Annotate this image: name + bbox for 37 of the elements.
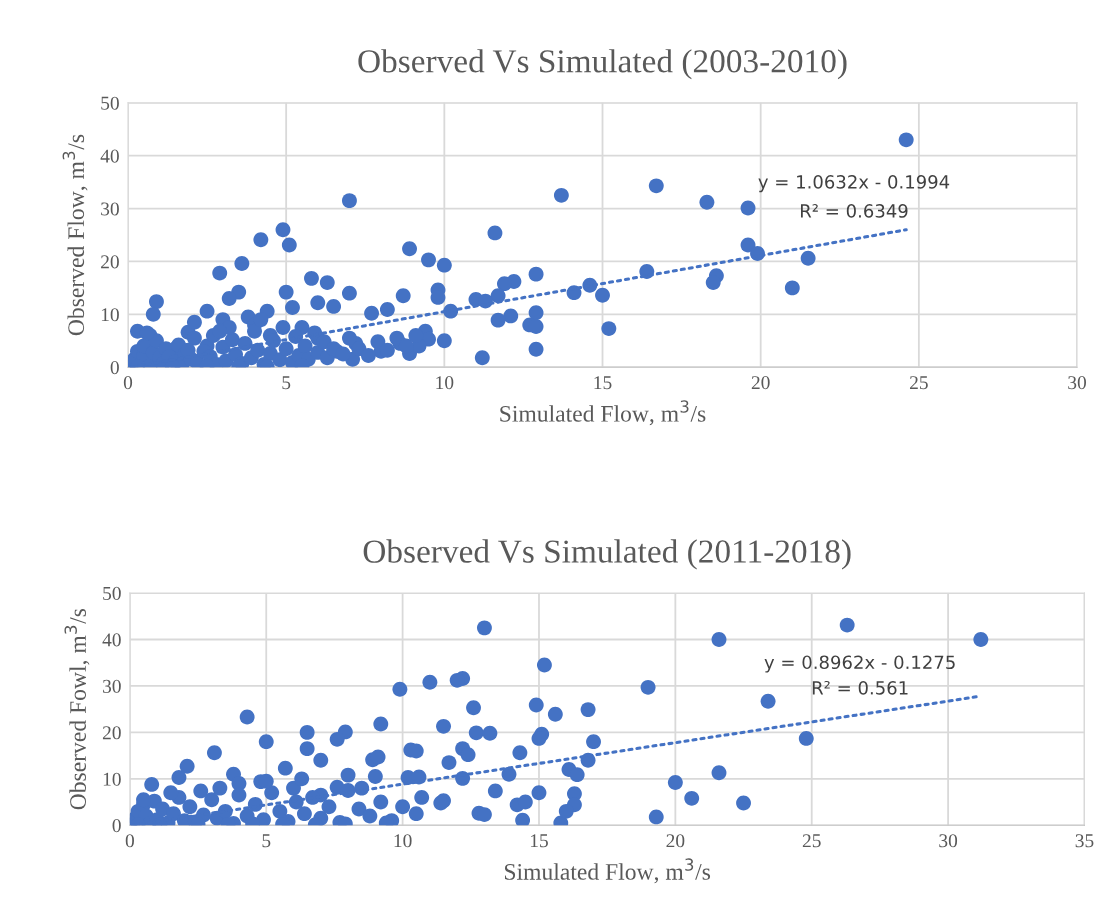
x-tick-label: 20 — [666, 834, 685, 848]
x-tick-label: 10 — [394, 834, 412, 848]
annotation: y = 0.8962x - 0.1275 — [764, 655, 955, 673]
y-tick-label: 40 — [100, 149, 119, 163]
x-tick-label: 20 — [751, 376, 770, 390]
y-tick-label: 20 — [101, 255, 119, 269]
annotation: R² = 0.561 — [812, 680, 908, 695]
y-tick-label: 50 — [101, 96, 119, 110]
y-tick-label: 40 — [102, 633, 121, 647]
y-axis-title: Observed Fowl, m$^{3}$/s — [64, 608, 90, 810]
y-tick-label: 20 — [102, 726, 121, 740]
y-tick-label: 0 — [110, 361, 119, 375]
x-tick-label: 5 — [282, 376, 291, 390]
x-tick-label: 0 — [125, 834, 134, 848]
x-tick-label: 15 — [594, 376, 612, 390]
x-tick-label: 35 — [1075, 834, 1094, 848]
chart-title: Observed Vs Simulated (2011-2018) — [363, 539, 851, 570]
y-tick-label: 30 — [101, 202, 119, 216]
x-tick-label: 15 — [530, 834, 548, 848]
x-tick-label: 25 — [909, 376, 928, 390]
y-axis-title: Observed Flow, m$^{3}$/s — [62, 134, 88, 336]
x-axis-title: Simulated Flow, m$^{3}$/s — [504, 858, 711, 884]
y-tick-label: 10 — [101, 308, 119, 322]
x-tick-label: 25 — [802, 834, 821, 848]
x-tick-label: 0 — [123, 376, 133, 390]
x-tick-label: 30 — [1068, 376, 1087, 390]
y-tick-label: 0 — [112, 819, 121, 833]
x-axis-title: Simulated Flow, m$^{3}$/s — [500, 400, 706, 426]
y-tick-label: 30 — [103, 679, 121, 693]
y-tick-label: 10 — [103, 772, 121, 786]
annotation: R² = 0.6349 — [800, 204, 908, 218]
chart-title: Observed Vs Simulated (2003-2010) — [358, 49, 847, 80]
x-tick-label: 10 — [436, 376, 454, 390]
annotation: y = 1.0632x - 0.1994 — [758, 175, 950, 193]
x-tick-label: 30 — [939, 834, 958, 848]
y-tick-label: 50 — [103, 586, 121, 600]
x-tick-label: 5 — [262, 834, 271, 848]
